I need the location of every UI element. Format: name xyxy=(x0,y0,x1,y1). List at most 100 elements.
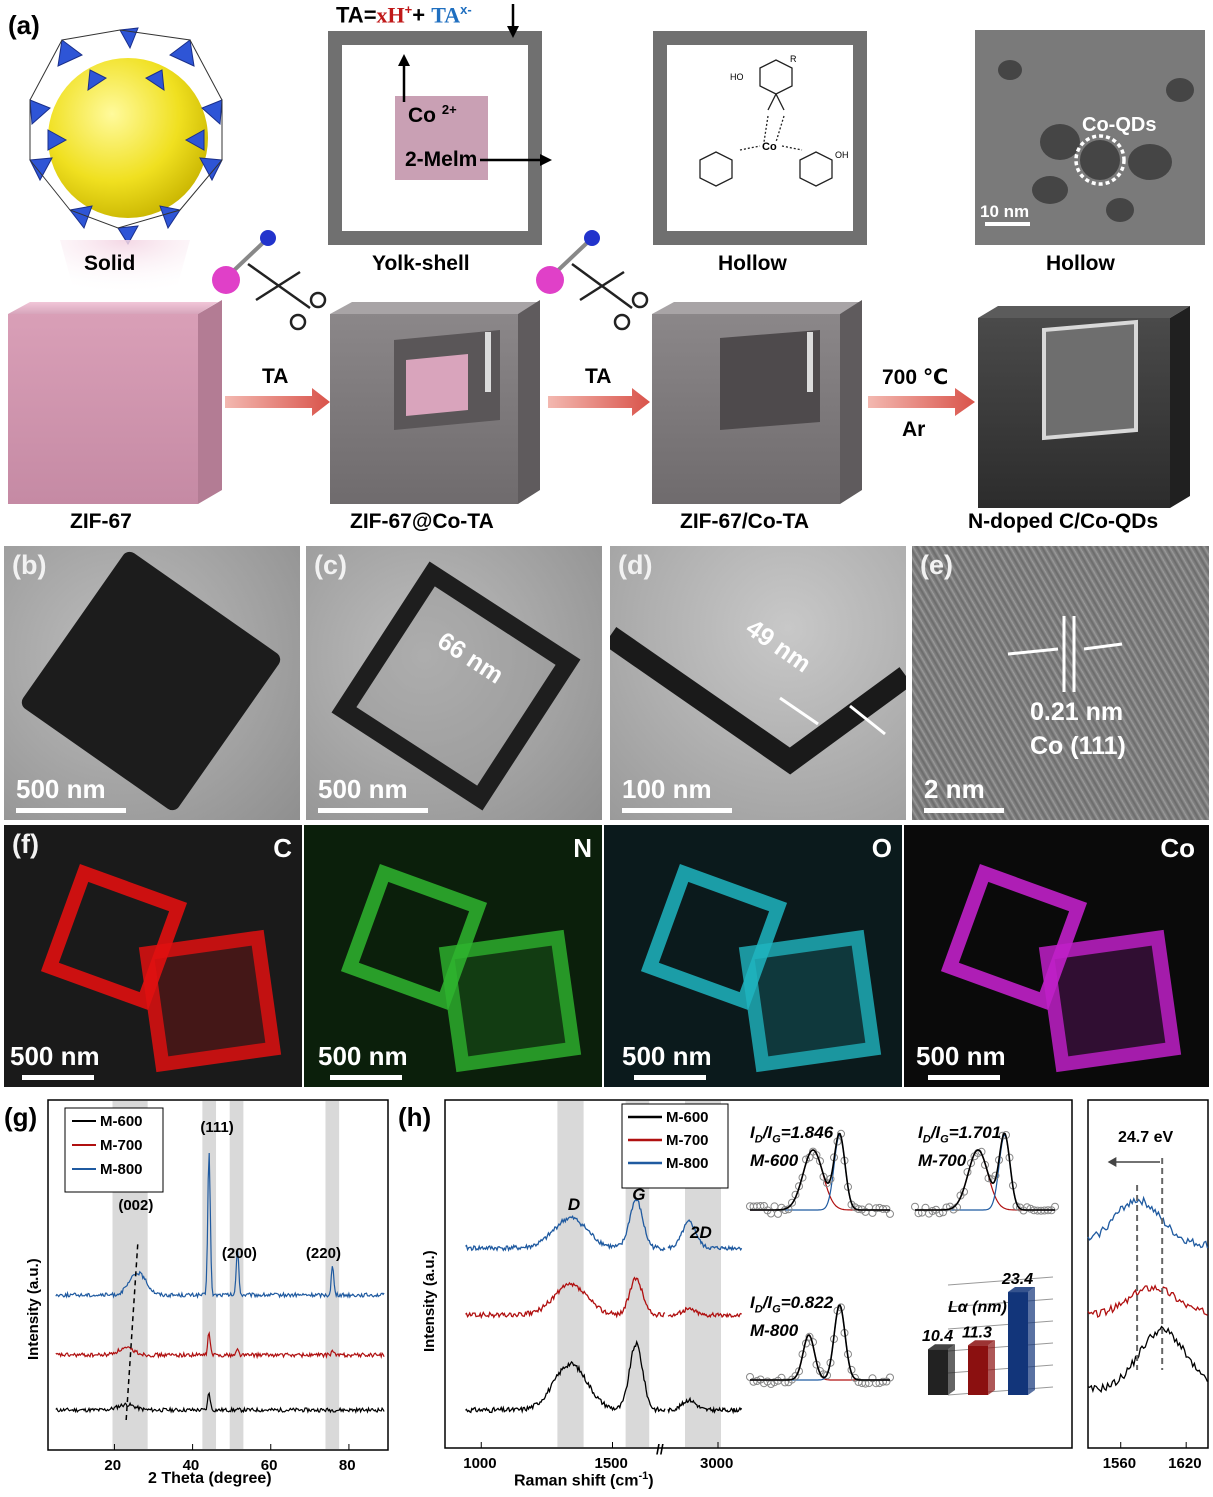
la-value-1: 11.3 xyxy=(962,1324,992,1341)
la-bar-2 xyxy=(1008,1292,1028,1395)
inset-frame xyxy=(1087,1099,1209,1449)
la-value-2: 23.4 xyxy=(1001,1271,1033,1288)
element-label-o: O xyxy=(871,833,892,863)
fit-data-point xyxy=(921,1203,930,1212)
complex-r-label: R xyxy=(790,54,797,64)
scale-label-d: 100 nm xyxy=(622,774,712,804)
eds-map-o: O 500 nm xyxy=(604,825,902,1087)
fit-data-point xyxy=(886,1373,894,1382)
fit-total-1 xyxy=(915,1132,1055,1211)
cube-hollow xyxy=(652,300,862,504)
element-label-co: Co xyxy=(1160,833,1195,863)
material-label-zif67-coTA: ZIF-67@Co-TA xyxy=(350,510,494,533)
la-bar-0 xyxy=(928,1349,948,1395)
lattice-spacing-label: 0.21 nm xyxy=(1030,698,1124,726)
material-label-zif67-slash-coTA: ZIF-67/Co-TA xyxy=(680,510,810,533)
cube-carbon xyxy=(978,306,1190,508)
schematic-a: Co HO OH R xyxy=(8,4,1205,508)
xrd-series-m-700 xyxy=(55,1330,385,1360)
raman-band-label-2: 2D xyxy=(689,1223,712,1242)
arrow-label-temp: 700 ℃ xyxy=(882,366,949,389)
raman-band-label-0: D xyxy=(568,1195,580,1214)
xrd-legend-label-1: M-700 xyxy=(100,1137,143,1154)
la-bar-top-1 xyxy=(968,1340,995,1346)
fit-data-point xyxy=(826,1174,835,1183)
fit-data-point xyxy=(770,1378,779,1387)
xrd-ylabel: Intensity (a.u.) xyxy=(25,1258,42,1360)
fit-data-point xyxy=(781,1378,789,1387)
qd-label: Co-QDs xyxy=(1082,114,1157,136)
scale-label-f2: 500 nm xyxy=(318,1041,408,1071)
la-grid-2 xyxy=(947,1342,1054,1352)
element-label-c: C xyxy=(273,833,292,863)
eds-map-co: Co 500 nm xyxy=(904,825,1209,1087)
tem-panel-b: (b) 500 nm xyxy=(4,546,300,820)
xrd-series-m-800 xyxy=(55,1152,385,1300)
xrd-xlabel: 2 Theta (degree) xyxy=(148,1470,272,1487)
element-label-n: N xyxy=(573,833,592,863)
tem-panel-c: (c) 66 nm 500 nm xyxy=(306,546,602,820)
fit-data-point xyxy=(928,1207,937,1215)
la-bar-side-2 xyxy=(1028,1287,1035,1395)
co-ion-label: Co 2+ xyxy=(408,102,457,127)
sod-cage-illustration xyxy=(29,27,223,245)
panel-label-a: (a) xyxy=(8,10,40,40)
raman-legend-label-0: M-600 xyxy=(666,1109,709,1126)
eds-map-n: N 500 nm xyxy=(304,825,602,1087)
raman-xlabel: Raman shift (cm-1) xyxy=(514,1470,654,1490)
xrd-chart: (002) (111) (200) (220) 20 40 60 80 Intensity (a… xyxy=(25,1099,389,1474)
fit-data-point xyxy=(823,1371,831,1380)
la-bar-1 xyxy=(968,1345,988,1395)
fit-total-0 xyxy=(750,1132,890,1211)
fit-data-point xyxy=(749,1377,758,1386)
raman-band-d xyxy=(557,1101,584,1447)
ta-equation: TA=xH++ TAx- xyxy=(336,2,472,28)
la-grid-1 xyxy=(947,1364,1054,1374)
panel-label-c: (c) xyxy=(314,550,347,580)
scale-bar-b xyxy=(16,808,126,813)
xrd-legend-label-0: M-600 xyxy=(100,1113,143,1130)
raman-band-label-1: G xyxy=(632,1185,645,1204)
la-bar-side-1 xyxy=(988,1340,995,1395)
xrd-annotation-2: (200) xyxy=(222,1245,257,1262)
raman-legend-label-1: M-700 xyxy=(666,1132,709,1149)
inset-xtick-label-0: 1560 xyxy=(1103,1455,1136,1472)
panel-label-g: (g) xyxy=(4,1102,38,1132)
xrd-band-2 xyxy=(229,1101,244,1449)
xrd-xtick-label-0: 20 xyxy=(104,1457,121,1474)
scale-label-e: 2 nm xyxy=(924,774,985,804)
scale-bar-d xyxy=(622,808,732,813)
inset-xtick-label-1: 1620 xyxy=(1168,1455,1201,1472)
panel-label-h: (h) xyxy=(398,1102,432,1132)
scale-label-f1: 500 nm xyxy=(10,1041,100,1071)
panel-label-f: (f) xyxy=(12,829,39,859)
xrd-band-1 xyxy=(202,1101,217,1449)
panel-label-e: (e) xyxy=(920,550,953,580)
scale-label-b: 500 nm xyxy=(16,774,106,804)
fit-data-point xyxy=(942,1203,951,1212)
raman-series-left-m-600 xyxy=(465,1339,666,1414)
inset-series-m-800 xyxy=(1087,1195,1209,1249)
xrd-xtick-label-1: 40 xyxy=(183,1457,200,1474)
complex-oh-label: OH xyxy=(835,150,849,160)
fit-data-point xyxy=(1023,1203,1031,1212)
tem-panel-d: (d) 49 nm 100 nm xyxy=(610,546,906,820)
raman-series-left-m-800 xyxy=(465,1198,666,1253)
fit-label-m600: ID/IG=1.846 M-600 xyxy=(750,1123,834,1171)
scissors-icon-2 xyxy=(536,230,649,331)
meim-label: 2-Melm xyxy=(405,148,478,171)
fit-data-point xyxy=(812,1151,821,1160)
scale-label-c: 500 nm xyxy=(318,774,408,804)
arrow-label-ta-2: TA xyxy=(585,365,612,388)
xrd-annotation-3: (220) xyxy=(306,1245,341,1262)
stage-label-yolk-shell: Yolk-shell xyxy=(372,252,470,275)
axis-break-mark: // xyxy=(656,1441,664,1457)
xrd-legend-label-2: M-800 xyxy=(100,1161,143,1178)
xrd-annotation-1: (111) xyxy=(200,1119,233,1136)
xrd-shift-line xyxy=(125,1241,139,1421)
complex-ho-label: HO xyxy=(730,72,744,82)
stage-label-hollow-2: Hollow xyxy=(1046,252,1115,275)
scale-bar-f2 xyxy=(330,1075,402,1080)
raman-series-right-m-800 xyxy=(667,1219,743,1252)
raman-xtick-label-0: 1000 xyxy=(463,1455,496,1472)
